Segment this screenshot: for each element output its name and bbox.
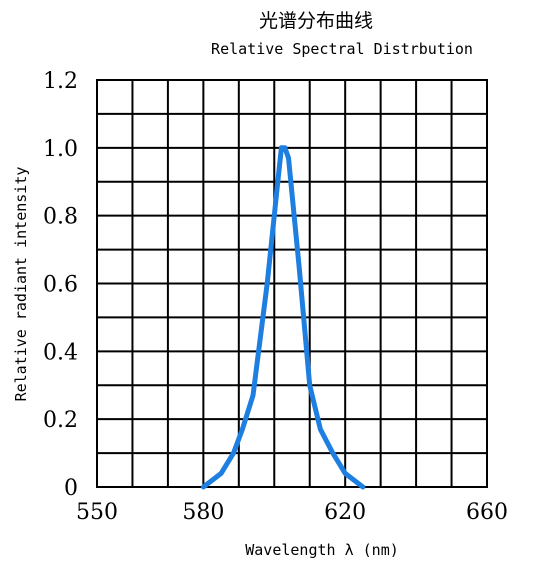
y-tick-label: 0 — [64, 476, 78, 501]
plot-frame — [96, 79, 488, 488]
y-tick-label: 1.2 — [43, 69, 78, 94]
series-line — [200, 145, 366, 490]
y-tick-label: 0.2 — [43, 408, 78, 433]
y-tick-label: 0.8 — [43, 205, 78, 230]
y-tick-label: 0.6 — [43, 273, 78, 298]
chart-subtitle: Relative Spectral Distrbution — [211, 40, 473, 58]
x-tick-label: 620 — [324, 500, 366, 525]
y-axis-label: Relative radiant intensity — [12, 167, 30, 402]
x-tick-label: 580 — [182, 500, 224, 525]
y-tick-labels: 0 0.2 0.4 0.6 0.8 1.0 1.2 — [43, 69, 78, 501]
x-tick-label: 550 — [76, 500, 118, 525]
chart-title: 光谱分布曲线 — [259, 10, 373, 32]
y-tick-label: 0.4 — [43, 340, 78, 365]
x-axis-label: Wavelength λ (nm) — [245, 541, 399, 559]
x-tick-labels: 550 580 620 660 — [76, 500, 508, 525]
grid — [96, 79, 488, 488]
curve-layer — [200, 145, 366, 490]
y-tick-label: 1.0 — [43, 137, 78, 162]
x-tick-label: 660 — [466, 500, 508, 525]
